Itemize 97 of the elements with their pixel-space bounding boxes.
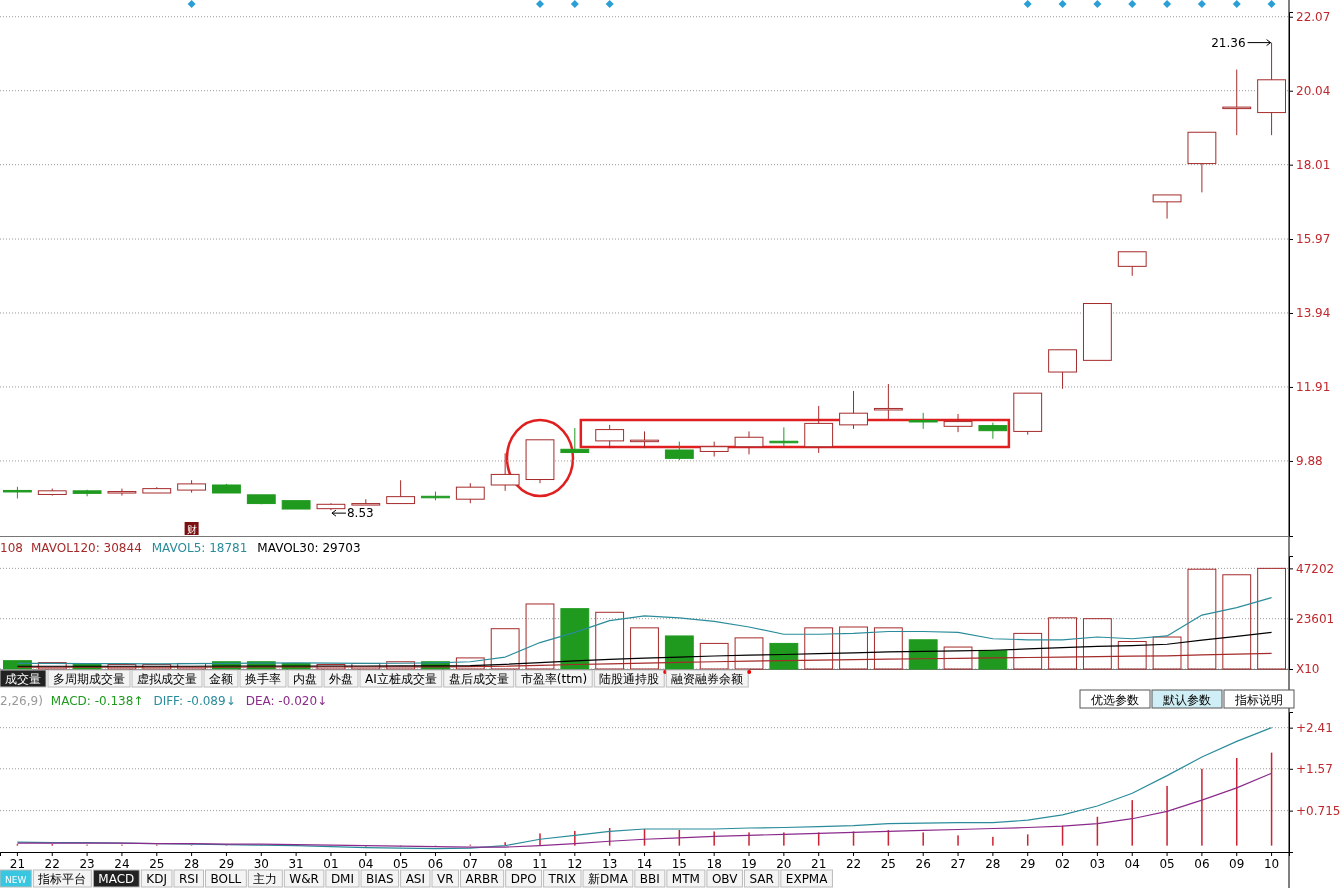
text: OBV xyxy=(711,872,739,886)
text: BOLL xyxy=(210,872,242,886)
x-tick-label: 06 xyxy=(427,856,444,871)
x-tick-label: 21 xyxy=(811,856,827,871)
text: DPO xyxy=(510,872,537,886)
x-tick-label: 20 xyxy=(776,856,792,871)
text: 陆股通持股 xyxy=(599,672,660,686)
text: 成交量 xyxy=(5,672,41,686)
text: 市盈率(ttm) xyxy=(520,672,588,686)
text: 换手率 xyxy=(245,672,281,686)
annotation: 21.36 xyxy=(1211,35,1246,50)
x-tick-label: 31 xyxy=(288,856,304,871)
text: BBI xyxy=(639,872,660,886)
text: DIFF: -0.089↓ xyxy=(153,694,236,708)
x-tick-label: 08 xyxy=(497,856,513,871)
text: SAR xyxy=(749,872,774,886)
text: DMI xyxy=(330,872,355,886)
x-tick-label: 13 xyxy=(602,856,618,871)
y-tick-label: +1.57 xyxy=(1296,762,1333,777)
x-tick-label: 12 xyxy=(567,856,583,871)
text: ARBR xyxy=(465,872,499,886)
y-tick-label: 13.94 xyxy=(1296,306,1331,321)
text: ASI xyxy=(405,872,425,886)
text: MAVOL5: 18781 xyxy=(151,541,248,555)
x-tick-label: 27 xyxy=(950,856,966,871)
text: MAVOL30: 29703 xyxy=(257,541,361,555)
y-tick-label: 23601 xyxy=(1296,612,1335,627)
text: AI立桩成交量 xyxy=(365,672,437,686)
text: 默认参数 xyxy=(1162,693,1211,707)
x-tick-label: 09 xyxy=(1229,856,1245,871)
text: 虚拟成交量 xyxy=(137,672,197,686)
y-tick-label: +0.715 xyxy=(1296,803,1341,818)
x-tick-label: 11 xyxy=(532,856,548,871)
y-tick-label: 9.88 xyxy=(1296,454,1323,469)
text: 外盘 xyxy=(329,672,353,686)
text: W&R xyxy=(289,872,319,886)
text: 多周期成交量 xyxy=(53,672,125,686)
text: 优选参数 xyxy=(1091,693,1139,707)
x-tick-label: 02 xyxy=(1054,856,1071,871)
x-tick-label: 24 xyxy=(114,856,130,871)
text: MACD: -0.138↑ xyxy=(50,694,144,708)
text: 新DMA xyxy=(588,872,629,886)
x-tick-label: 03 xyxy=(1089,856,1106,871)
text: NEW xyxy=(5,875,27,885)
y-tick-label: 18.01 xyxy=(1296,158,1331,173)
x-tick-label: 01 xyxy=(323,856,339,871)
text: TRIX xyxy=(547,872,577,886)
x-tick-label: 26 xyxy=(915,856,931,871)
y-tick-label: +2.41 xyxy=(1296,721,1333,735)
text: 108 xyxy=(0,541,23,555)
text: 主力 xyxy=(253,872,278,886)
text: VR xyxy=(437,872,454,886)
x-tick-label: 25 xyxy=(880,856,897,871)
text: EXPMA xyxy=(785,872,829,886)
text: KDJ xyxy=(146,872,167,886)
annotation: 8.53 xyxy=(346,506,374,521)
x-tick-label: 04 xyxy=(358,856,374,871)
x-tick-label: 15 xyxy=(671,856,687,871)
text: BIAS xyxy=(366,872,394,886)
x-tick-label: 25 xyxy=(149,856,165,871)
y-tick-label: 47202 xyxy=(1296,561,1335,576)
x-tick-label: 29 xyxy=(1020,856,1036,871)
x-tick-label: 07 xyxy=(462,856,478,871)
text: DEA: -0.020↓ xyxy=(245,694,328,708)
x-tick-label: 05 xyxy=(392,856,409,871)
text: 融资融券余额 xyxy=(671,672,744,686)
y-tick-label: 22.07 xyxy=(1296,10,1331,25)
x-tick-label: 28 xyxy=(985,856,1001,871)
text: MTM xyxy=(671,872,700,886)
x-tick-label: 28 xyxy=(183,856,200,871)
x-tick-label: 14 xyxy=(636,856,653,871)
x-tick-label: 05 xyxy=(1159,856,1175,871)
text: 金额 xyxy=(209,672,233,686)
x-tick-label: 30 xyxy=(253,856,269,871)
text: 盘后成交量 xyxy=(448,672,509,686)
x-tick-label: 22 xyxy=(845,856,862,871)
text: MACD xyxy=(98,872,135,886)
x-tick-label: 19 xyxy=(741,856,757,871)
text: 指标说明 xyxy=(1234,693,1283,707)
annotation: 财 xyxy=(186,524,197,535)
x-tick-label: 29 xyxy=(218,856,235,871)
text: RSI xyxy=(178,872,199,886)
x-tick-label: 18 xyxy=(706,856,722,871)
text: 内盘 xyxy=(293,672,317,686)
text: 指标平台 xyxy=(37,872,87,886)
x-tick-label: 22 xyxy=(44,856,60,871)
y-tick-label: 11.91 xyxy=(1296,380,1331,395)
x-tick-label: 21 xyxy=(9,856,26,871)
y-tick-label: 20.04 xyxy=(1296,84,1331,99)
x-tick-label: 04 xyxy=(1124,856,1140,871)
y-tick-label: X10 xyxy=(1296,662,1320,677)
text: 2,26,9) xyxy=(0,694,43,708)
x-tick-label: 10 xyxy=(1263,856,1280,871)
y-tick-label: 15.97 xyxy=(1296,232,1331,247)
text: MAVOL120: 30844 xyxy=(30,541,142,555)
x-tick-label: 06 xyxy=(1194,856,1210,871)
x-tick-label: 23 xyxy=(79,856,95,871)
